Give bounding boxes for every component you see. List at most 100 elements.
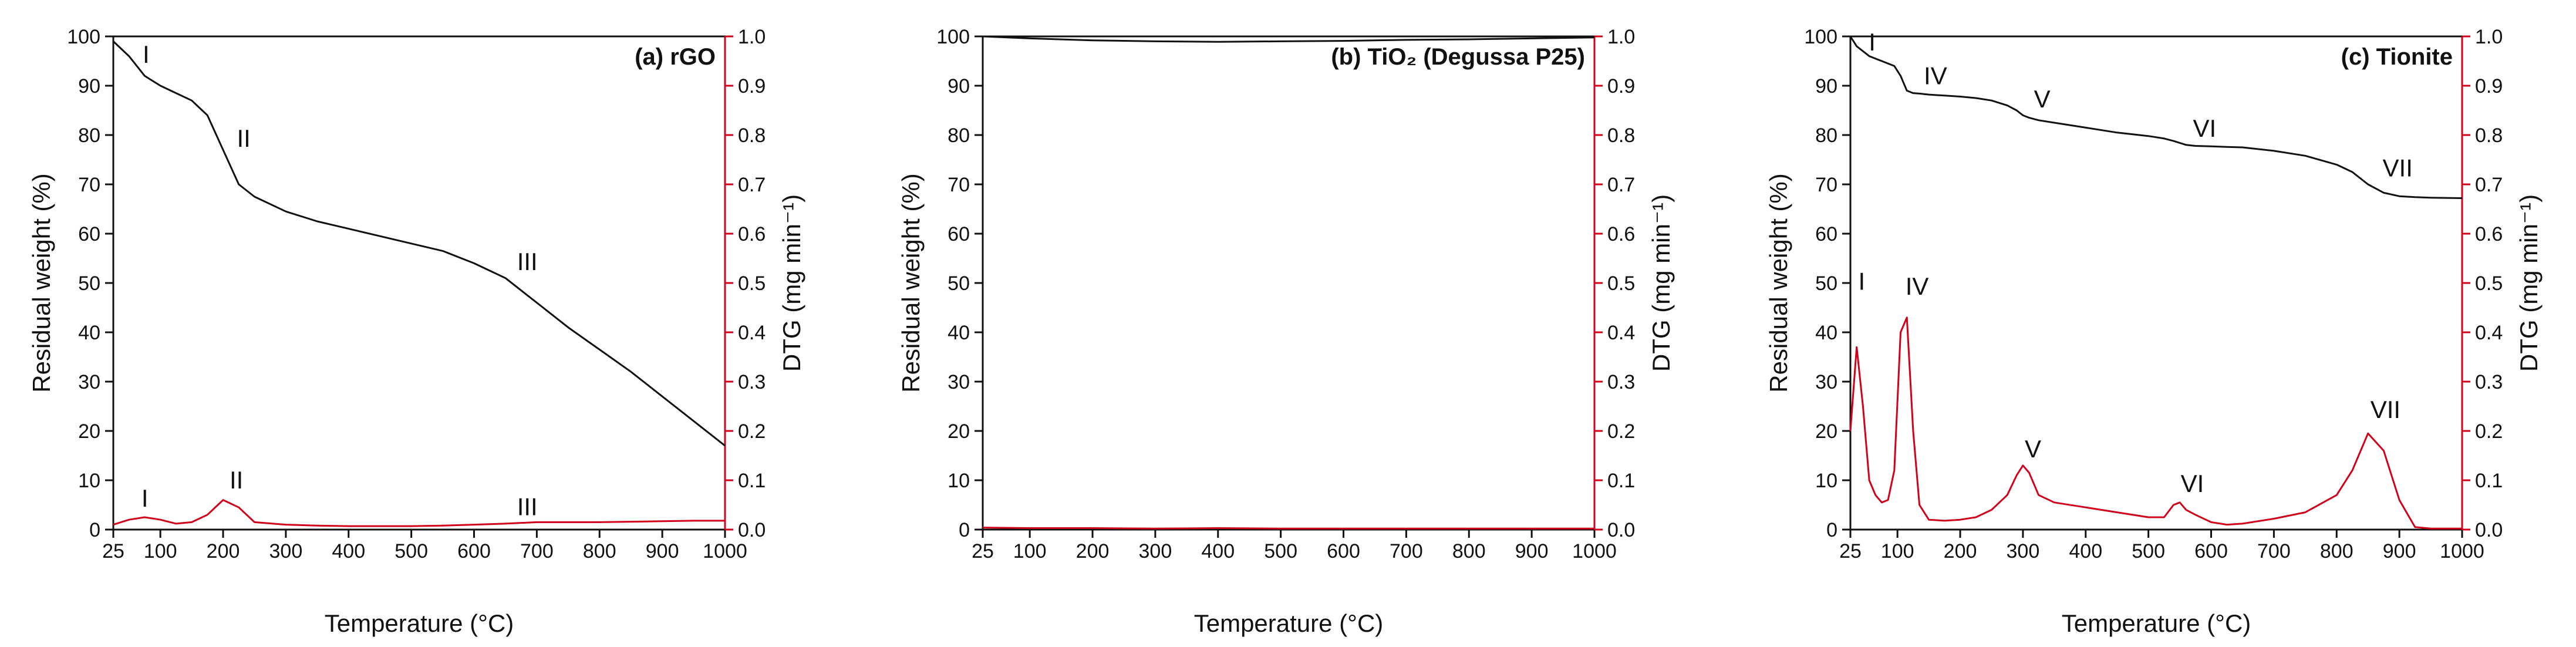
y-tick-label: 30 (948, 371, 970, 393)
y2-tick-label: 0.8 (2475, 124, 2503, 147)
y-tick-label: 70 (78, 174, 100, 196)
y-tick-label: 60 (1815, 223, 1837, 245)
x-tick-label: 400 (332, 540, 365, 562)
y2-tick-label: 0.2 (1607, 420, 1635, 443)
annotation: I (1869, 28, 1876, 56)
annotation: I (143, 41, 150, 68)
x-tick-label: 700 (1390, 540, 1423, 562)
y-tick-label: 90 (948, 75, 970, 97)
annotation: III (517, 248, 538, 275)
y-tick-label: 40 (78, 322, 100, 344)
x-tick-label: 1000 (2440, 540, 2484, 562)
y2-tick-label: 0.3 (738, 371, 766, 393)
annotation: VI (2181, 470, 2204, 497)
y-tick-label: 50 (948, 272, 970, 295)
plot-frame (1849, 35, 2463, 531)
data-line (982, 35, 1595, 43)
x-tick-label: 900 (1515, 540, 1549, 562)
y2-tick-label: 0.6 (1607, 223, 1635, 245)
y2-axis-label: DTG (mg min⁻¹) (778, 194, 805, 372)
annotation: VII (2371, 396, 2400, 423)
y-tick-label: 30 (1815, 371, 1837, 393)
y2-tick-label: 0.9 (2475, 75, 2503, 97)
y2-tick-label: 0.1 (1607, 470, 1635, 492)
x-tick-label: 1000 (1572, 540, 1617, 562)
y-axis-label: Residual weight (%) (28, 173, 55, 393)
y2-tick-label: 0.4 (2475, 322, 2503, 344)
y2-tick-label: 0.6 (2475, 223, 2503, 245)
y2-tick-label: 0.4 (738, 322, 766, 344)
x-tick-label: 300 (1139, 540, 1172, 562)
y-tick-label: 50 (1815, 272, 1837, 295)
x-axis-label: Temperature (°C) (2062, 609, 2251, 637)
y-axis-label: Residual weight (%) (1765, 173, 1792, 393)
x-tick-label: 1000 (703, 540, 747, 562)
annotation: III (517, 493, 538, 520)
y2-tick-label: 0.3 (2475, 371, 2503, 393)
y2-tick-label: 0.3 (1607, 371, 1635, 393)
annotation: I (141, 484, 149, 512)
y2-tick-label: 0.9 (1607, 75, 1635, 97)
annotation: V (2034, 85, 2051, 113)
x-tick-label: 100 (144, 540, 177, 562)
data-line (112, 41, 726, 447)
annotation: VII (2383, 154, 2413, 181)
x-tick-label: 700 (520, 540, 554, 562)
y-tick-label: 10 (78, 470, 100, 492)
y-tick-label: 0 (1826, 519, 1837, 541)
annotation: VI (2193, 114, 2217, 142)
y-tick-label: 80 (1815, 124, 1837, 147)
y-tick-label: 60 (948, 223, 970, 245)
x-tick-label: 500 (1264, 540, 1297, 562)
x-tick-label: 600 (1327, 540, 1360, 562)
data-line (1849, 316, 2462, 530)
x-tick-label: 600 (2194, 540, 2228, 562)
x-axis-label: Temperature (°C) (1194, 609, 1384, 637)
annotation: II (237, 124, 250, 152)
y-tick-label: 40 (1815, 322, 1837, 344)
y2-axis-label: DTG (mg min⁻¹) (1647, 194, 1675, 372)
y2-tick-label: 0.1 (738, 470, 766, 492)
y-tick-label: 70 (948, 174, 970, 196)
annotation: IV (1906, 272, 1929, 300)
chart-title: (a) rGO (635, 44, 716, 70)
y-tick-label: 0 (959, 519, 970, 541)
y2-tick-label: 0.5 (738, 272, 766, 295)
y-tick-label: 100 (1804, 26, 1837, 48)
y2-tick-label: 0.1 (2475, 470, 2503, 492)
data-line (113, 499, 725, 527)
x-tick-label: 100 (1013, 540, 1047, 562)
x-tick-label: 300 (2007, 540, 2040, 562)
y2-tick-label: 0.4 (1607, 322, 1635, 344)
y-tick-label: 70 (1815, 174, 1837, 196)
data-line (982, 527, 1594, 530)
x-tick-label: 700 (2257, 540, 2291, 562)
y2-tick-label: 0.6 (738, 223, 766, 245)
x-tick-label: 100 (1881, 540, 1914, 562)
x-tick-label: 200 (1076, 540, 1110, 562)
annotation: IV (1924, 62, 1947, 89)
x-tick-label: 800 (583, 540, 616, 562)
y2-tick-label: 0.8 (1607, 124, 1635, 147)
x-tick-label: 800 (1452, 540, 1486, 562)
y-tick-label: 100 (936, 26, 970, 48)
y2-axis-label: DTG (mg min⁻¹) (2515, 194, 2543, 372)
annotation: V (2025, 435, 2041, 463)
x-tick-label: 25 (972, 540, 994, 562)
y2-tick-label: 1.0 (1607, 26, 1635, 48)
y-tick-label: 10 (948, 470, 970, 492)
x-tick-label: 500 (2132, 540, 2165, 562)
y-tick-label: 60 (78, 223, 100, 245)
x-tick-label: 800 (2320, 540, 2354, 562)
y2-tick-label: 1.0 (738, 26, 766, 48)
y2-tick-label: 0.7 (1607, 174, 1635, 196)
annotation: I (1859, 268, 1866, 295)
y-tick-label: 30 (78, 371, 100, 393)
y-tick-label: 80 (78, 124, 100, 147)
y2-tick-label: 0.2 (2475, 420, 2503, 443)
y2-tick-label: 0.9 (738, 75, 766, 97)
x-tick-label: 500 (395, 540, 428, 562)
y2-tick-label: 0.5 (2475, 272, 2503, 295)
y-tick-label: 90 (1815, 75, 1837, 97)
y-tick-label: 10 (1815, 470, 1837, 492)
